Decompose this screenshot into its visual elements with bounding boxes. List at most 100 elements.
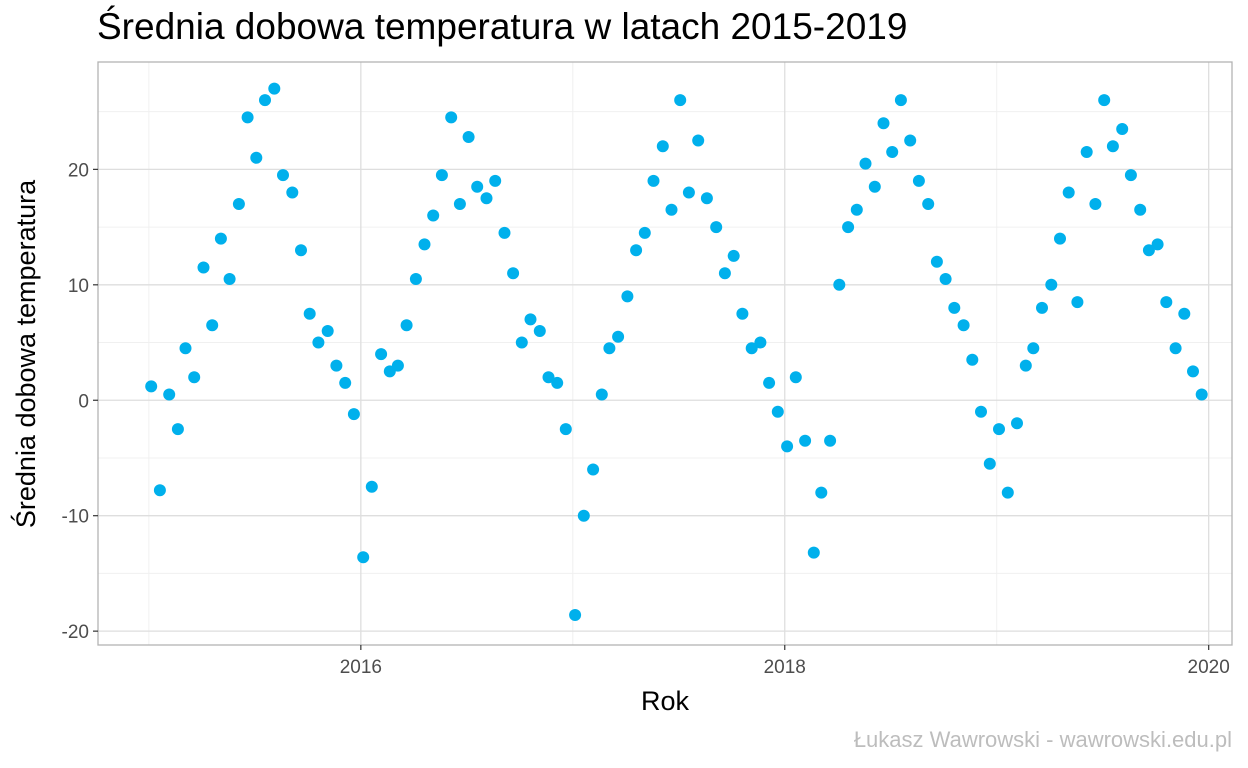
data-point xyxy=(171,423,184,436)
data-point xyxy=(1019,359,1032,372)
data-point xyxy=(799,434,812,447)
data-point xyxy=(710,221,723,234)
data-point xyxy=(559,423,572,436)
data-point xyxy=(188,371,201,384)
y-tick-label: 0 xyxy=(78,391,89,412)
data-point xyxy=(1080,146,1093,158)
data-point xyxy=(303,307,316,320)
data-point xyxy=(692,134,705,147)
data-point xyxy=(842,221,855,234)
data-point xyxy=(674,94,687,107)
data-point xyxy=(321,325,334,337)
data-point xyxy=(1151,238,1164,251)
data-point xyxy=(630,244,643,257)
data-point xyxy=(569,609,582,621)
data-point xyxy=(983,457,996,470)
data-point xyxy=(1187,365,1199,378)
data-point xyxy=(312,336,325,349)
data-point xyxy=(391,359,404,372)
data-point xyxy=(975,405,987,418)
x-tick-label: 2020 xyxy=(1188,657,1230,678)
data-point xyxy=(339,376,352,389)
data-point xyxy=(330,359,343,372)
data-point xyxy=(357,551,370,564)
data-point xyxy=(1027,342,1040,355)
x-tick-label: 2018 xyxy=(764,657,806,678)
data-point xyxy=(462,131,475,143)
data-point xyxy=(1071,296,1084,309)
data-point xyxy=(824,434,837,447)
data-point xyxy=(427,209,440,222)
data-point xyxy=(179,342,192,355)
plot-border xyxy=(97,61,1233,646)
data-point xyxy=(418,238,431,251)
data-point xyxy=(1045,278,1058,291)
data-point xyxy=(365,480,378,493)
data-point xyxy=(241,111,254,124)
data-point xyxy=(1098,94,1111,107)
data-point xyxy=(1195,388,1208,401)
data-point xyxy=(815,486,828,499)
data-point xyxy=(206,319,219,332)
data-point xyxy=(551,376,564,389)
data-point xyxy=(145,380,158,393)
data-point xyxy=(771,405,784,418)
data-point xyxy=(904,134,917,147)
data-point xyxy=(1178,307,1191,320)
data-point xyxy=(621,290,634,303)
data-point xyxy=(763,376,776,389)
data-point xyxy=(232,198,245,210)
y-tick-label: -10 xyxy=(62,507,89,528)
data-point xyxy=(789,371,802,384)
data-point xyxy=(524,313,537,326)
x-axis-title: Rok xyxy=(641,686,690,716)
data-point xyxy=(736,307,749,320)
data-point xyxy=(727,249,740,262)
data-point xyxy=(507,267,520,280)
data-point xyxy=(250,151,263,164)
y-tick-label: -20 xyxy=(62,622,89,643)
data-point xyxy=(375,348,388,361)
data-point xyxy=(1054,232,1066,245)
data-point xyxy=(286,186,299,199)
axes: -20 -10 0 10 20 2016 2018 2020 xyxy=(62,160,1230,678)
data-point xyxy=(1142,244,1155,257)
data-point xyxy=(1106,140,1119,153)
data-point xyxy=(603,342,616,355)
data-point xyxy=(515,336,528,349)
data-point xyxy=(894,94,907,107)
y-tick-label: 20 xyxy=(68,160,89,181)
data-point xyxy=(638,226,651,239)
data-point xyxy=(665,203,678,216)
y-axis-title: Średnia dobowa temperatura xyxy=(9,179,41,528)
data-point xyxy=(435,169,448,182)
data-point xyxy=(259,94,271,107)
plot-panel xyxy=(98,62,1232,645)
data-point xyxy=(1062,186,1075,199)
data-point xyxy=(277,169,289,182)
data-point xyxy=(948,301,961,314)
data-point xyxy=(718,267,731,280)
data-point xyxy=(153,484,166,497)
data-point xyxy=(533,325,546,337)
data-point xyxy=(745,342,758,355)
data-point xyxy=(453,198,466,210)
data-point xyxy=(587,463,600,476)
data-point xyxy=(886,146,899,158)
data-point xyxy=(1011,417,1023,430)
data-point xyxy=(781,440,794,453)
data-point xyxy=(656,140,669,153)
data-point xyxy=(700,192,713,205)
data-point xyxy=(957,319,970,332)
data-point xyxy=(930,255,943,268)
data-point xyxy=(877,117,890,130)
data-point xyxy=(1160,296,1173,309)
data-point xyxy=(223,273,236,285)
data-point xyxy=(1001,486,1014,499)
chart-caption: Łukasz Wawrowski - wawrowski.edu.pl xyxy=(853,727,1232,752)
data-point xyxy=(754,336,767,349)
data-point xyxy=(833,278,846,291)
data-point xyxy=(163,388,176,401)
data-point xyxy=(400,319,413,332)
chart-title: Średnia dobowa temperatura w latach 2015… xyxy=(97,6,908,47)
